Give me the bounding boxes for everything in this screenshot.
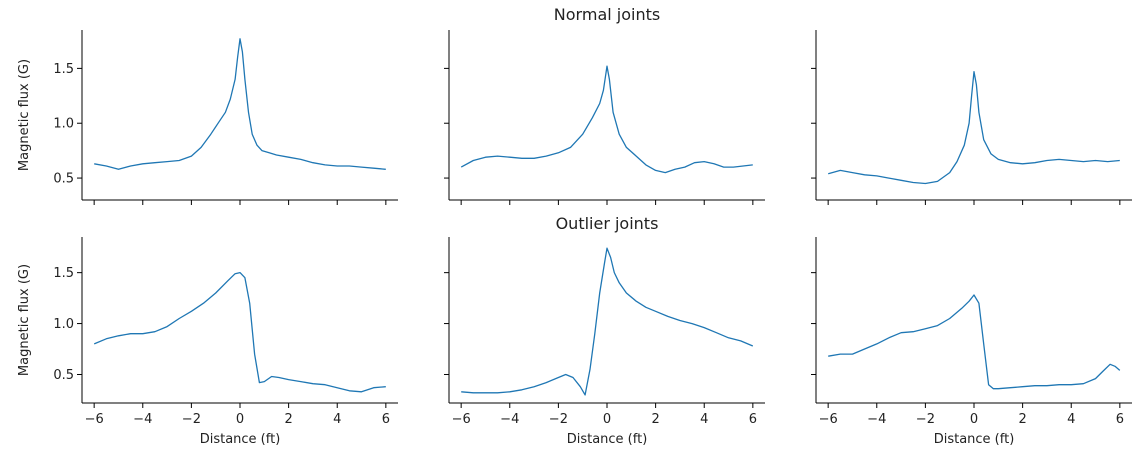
y-tick-label: 1.5: [53, 62, 74, 77]
x-tick-label: −4: [867, 412, 886, 427]
x-tick-label: −2: [916, 412, 935, 427]
x-tick-label: 4: [333, 412, 341, 427]
x-tick-label: 4: [1067, 412, 1075, 427]
x-axis-title: Distance (ft): [200, 432, 281, 447]
y-tick-label: 1.5: [53, 266, 74, 281]
y-axis-title: Magnetic flux (G): [17, 59, 32, 171]
panel-r2-c3: −6 −4 −2 0 2 4 6 Distance (ft): [811, 237, 1132, 447]
x-tick-label: 2: [284, 412, 292, 427]
panel-r1-c3: [811, 30, 1132, 205]
row-title-1: Normal joints: [554, 5, 660, 24]
row-titles: Normal joints Outlier joints: [554, 5, 660, 233]
x-tick-label: −4: [500, 412, 519, 427]
series-line: [828, 294, 1121, 390]
panel-r1-c2: [444, 30, 765, 205]
series-line: [94, 38, 386, 170]
x-axis-title: Distance (ft): [934, 432, 1015, 447]
x-tick-label: −2: [182, 412, 201, 427]
panel-r1-c1: 0.5 1.0 1.5 Magnetic flux (G): [17, 30, 398, 205]
x-tick-label: 0: [603, 412, 611, 427]
x-tick-label: −6: [819, 412, 838, 427]
x-tick-label: 2: [1018, 412, 1026, 427]
x-tick-label: 2: [651, 412, 659, 427]
series-line: [461, 247, 754, 396]
series-line: [828, 71, 1120, 185]
x-tick-label: 4: [700, 412, 708, 427]
x-tick-label: −6: [452, 412, 471, 427]
x-axis-title: Distance (ft): [567, 432, 648, 447]
y-tick-label: 1.0: [53, 117, 74, 132]
x-tick-label: 6: [382, 412, 390, 427]
panel-r2-c1: 0.5 1.0 1.5 −6 −4 −2 0 2 4 6 Magnetic flux (G) Dist…: [17, 237, 398, 447]
row-title-2: Outlier joints: [556, 214, 659, 233]
panel-r2-c2: −6 −4 −2 0 2 4 6 Distance (ft): [444, 237, 765, 447]
x-tick-label: −4: [133, 412, 152, 427]
y-tick-label: 1.0: [53, 317, 74, 332]
x-tick-label: 6: [749, 412, 757, 427]
x-tick-label: 6: [1116, 412, 1124, 427]
x-tick-label: −6: [85, 412, 104, 427]
series-line: [93, 271, 386, 393]
x-tick-label: −2: [549, 412, 568, 427]
y-tick-label: 0.5: [53, 172, 74, 187]
x-tick-label: 0: [970, 412, 978, 427]
y-tick-label: 0.5: [53, 368, 74, 383]
y-axis-title: Magnetic flux (G): [17, 264, 32, 376]
series-line: [460, 65, 753, 174]
x-tick-label: 0: [236, 412, 244, 427]
